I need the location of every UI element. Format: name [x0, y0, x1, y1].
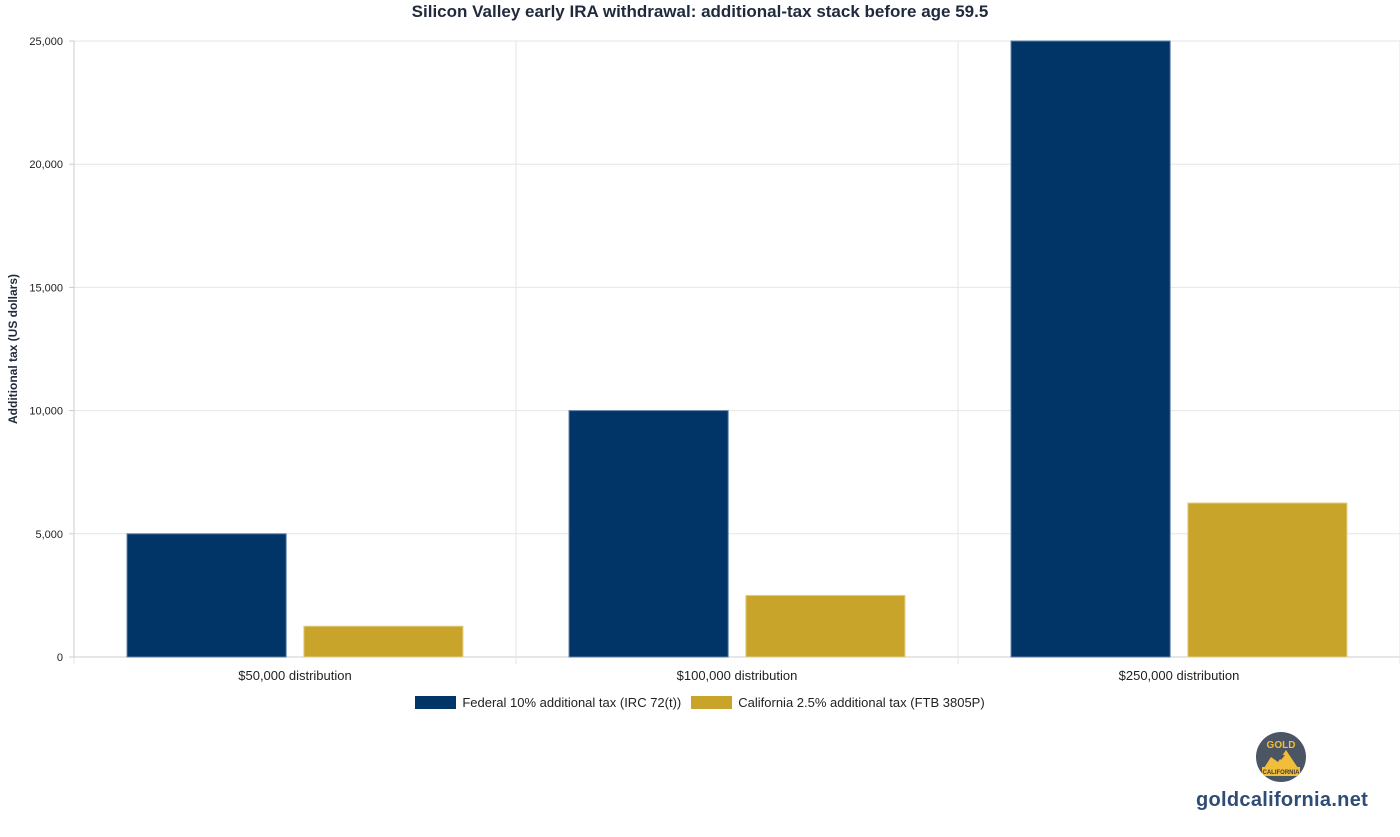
x-tick-label: $100,000 distribution: [677, 668, 798, 683]
legend-label-california: California 2.5% additional tax (FTB 3805…: [738, 695, 985, 710]
y-tick-label: 10,000: [29, 406, 63, 418]
brand-site-name[interactable]: goldcalifornia.net: [1196, 789, 1369, 811]
x-tick-label: $50,000 distribution: [238, 668, 351, 683]
legend-swatch-california: [691, 696, 733, 709]
legend-swatch-federal: [415, 696, 457, 709]
bar-federal-0: [126, 533, 287, 658]
legend: Federal 10% additional tax (IRC 72(t)) C…: [0, 695, 1400, 710]
bar-federal-1: [568, 410, 729, 658]
legend-item-federal[interactable]: Federal 10% additional tax (IRC 72(t)): [415, 695, 681, 710]
brand-block: GOLD CALIFORNIA goldcalifornia.net: [1196, 732, 1369, 822]
bar-federal-2: [1010, 40, 1171, 658]
chart-title: Silicon Valley early IRA withdrawal: add…: [411, 2, 989, 21]
svg-text:CALIFORNIA: CALIFORNIA: [1263, 770, 1301, 776]
y-tick-label: 20,000: [29, 159, 63, 171]
axes: 0 5,000 10,000 15,000 20,000 25,000 $50,000 di…: [29, 36, 1239, 683]
legend-label-federal: Federal 10% additional tax (IRC 72(t)): [462, 695, 682, 710]
y-tick-label: 25,000: [29, 36, 63, 48]
x-tick-label: $250,000 distribution: [1119, 668, 1240, 683]
y-tick-label: 0: [57, 652, 63, 664]
bar-california-2: [1187, 502, 1348, 658]
legend-item-california[interactable]: California 2.5% additional tax (FTB 3805…: [691, 695, 985, 710]
y-tick-label: 5,000: [35, 529, 63, 541]
gridlines: [73, 40, 1400, 664]
y-tick-label: 15,000: [29, 282, 63, 294]
y-axis-label: Additional tax (US dollars): [6, 274, 20, 424]
bar-california-1: [745, 594, 906, 658]
gold-california-logo: GOLD CALIFORNIA: [1256, 732, 1306, 782]
svg-text:GOLD: GOLD: [1267, 740, 1296, 751]
bar-california-0: [303, 625, 464, 658]
bars: [126, 40, 1348, 658]
